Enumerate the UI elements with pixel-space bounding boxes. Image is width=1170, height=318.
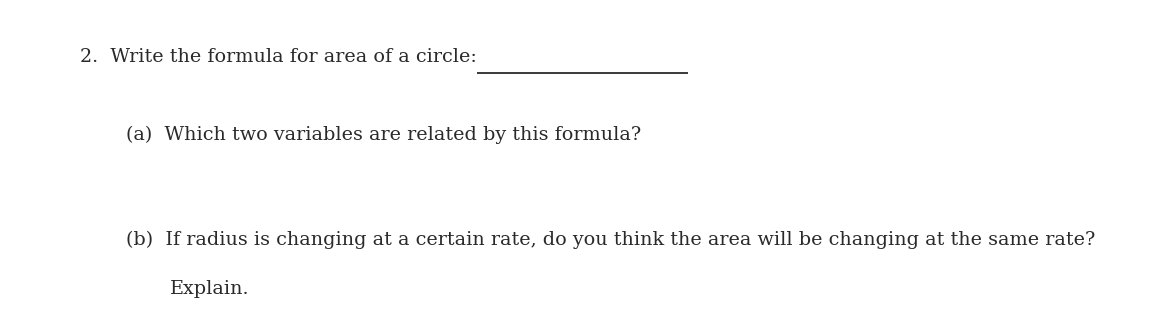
Text: 2.  Write the formula for area of a circle:: 2. Write the formula for area of a circl… [80, 48, 489, 66]
Text: (a)  Which two variables are related by this formula?: (a) Which two variables are related by t… [126, 126, 641, 144]
Text: (b)  If radius is changing at a certain rate, do you think the area will be chan: (b) If radius is changing at a certain r… [126, 231, 1095, 249]
Text: Explain.: Explain. [170, 280, 249, 298]
